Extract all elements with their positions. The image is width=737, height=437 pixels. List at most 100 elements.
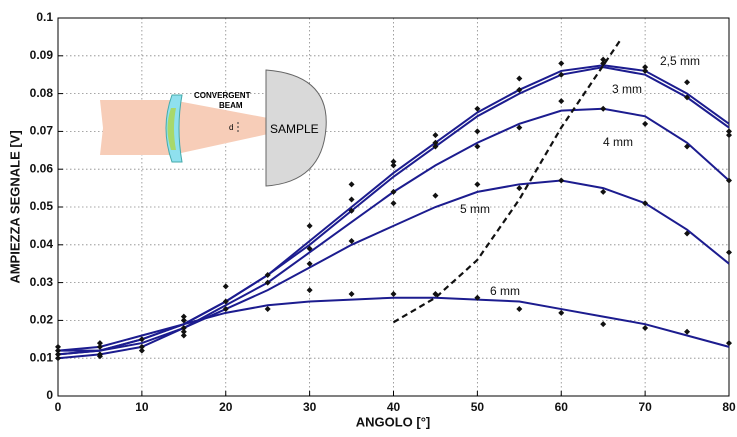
y-tick-label: 0.06 (30, 161, 54, 175)
curve-label: 4 mm (603, 135, 633, 149)
x-tick-label: 60 (555, 400, 569, 414)
data-point (138, 347, 145, 354)
data-point (558, 98, 565, 105)
data-point (600, 56, 607, 63)
x-tick-label: 40 (387, 400, 401, 414)
data-point (558, 177, 565, 184)
data-point (684, 230, 691, 237)
data-point (474, 143, 481, 150)
data-point (306, 260, 313, 267)
x-tick-label: 80 (722, 400, 736, 414)
data-point (516, 306, 523, 313)
x-axis-label: ANGOLO [°] (356, 414, 431, 429)
data-point (264, 279, 271, 286)
x-tick-label: 70 (638, 400, 652, 414)
data-point (390, 158, 397, 165)
data-point (474, 294, 481, 301)
data-point (180, 317, 187, 324)
y-tick-label: 0.08 (30, 86, 54, 100)
data-point (264, 272, 271, 279)
data-point (180, 324, 187, 331)
curve-label: 3 mm (612, 82, 642, 96)
data-point (180, 313, 187, 320)
beam-label: BEAM (219, 101, 243, 110)
data-point (432, 132, 439, 139)
data-point (642, 120, 649, 127)
beam (100, 100, 268, 155)
data-point (96, 343, 103, 350)
data-point (138, 343, 145, 350)
data-point (348, 207, 355, 214)
data-point (264, 306, 271, 313)
data-point (474, 105, 481, 112)
data-point (474, 181, 481, 188)
y-tick-label: 0 (46, 388, 53, 402)
x-tick-label: 50 (471, 400, 485, 414)
data-point (96, 340, 103, 347)
data-point (684, 94, 691, 101)
data-point (726, 177, 732, 184)
data-point (222, 306, 229, 313)
data-point (432, 143, 439, 150)
data-point (684, 143, 691, 150)
data-point (222, 298, 229, 305)
y-tick-label: 0.09 (30, 48, 54, 62)
data-point (55, 347, 61, 354)
data-point (516, 86, 523, 93)
data-point (348, 290, 355, 297)
data-point (516, 124, 523, 131)
data-point (516, 75, 523, 82)
data-point (306, 245, 313, 252)
data-point (642, 67, 649, 74)
data-point (516, 185, 523, 192)
sample (265, 69, 327, 187)
data-point (726, 249, 732, 256)
y-tick-label: 0.02 (30, 313, 54, 327)
y-tick-label: 0.1 (36, 10, 53, 24)
data-point (558, 60, 565, 67)
data-point (222, 283, 229, 290)
boundary-line (392, 40, 621, 324)
data-point (726, 128, 732, 135)
x-tick-label: 20 (219, 400, 233, 414)
data-point (558, 71, 565, 78)
data-point (474, 128, 481, 135)
plot-frame (57, 17, 730, 397)
data-point (684, 328, 691, 335)
data-point (55, 343, 61, 350)
x-tick-label: 30 (303, 400, 317, 414)
data-point (348, 181, 355, 188)
y-tick-label: 0.05 (30, 199, 54, 213)
data-point (684, 79, 691, 86)
data-point (390, 200, 397, 207)
data-point (96, 353, 103, 360)
data-point (390, 162, 397, 169)
y-tick-label: 0.04 (30, 237, 54, 251)
data-point (432, 139, 439, 146)
x-tick-label: 10 (135, 400, 149, 414)
data-point (180, 332, 187, 339)
curve-label: 5 mm (460, 202, 490, 216)
data-point (390, 290, 397, 297)
y-tick-label: 0.03 (30, 275, 54, 289)
data-point (180, 328, 187, 335)
data-point (138, 336, 145, 343)
y-axis-label: AMPIEZZA SEGNALE [V] (7, 130, 22, 283)
distance-label: d (229, 123, 233, 132)
data-point (348, 196, 355, 203)
data-point (432, 192, 439, 199)
inset-diagram: CONVERGENT BEAM SAMPLE d (100, 69, 327, 187)
data-point (726, 132, 732, 139)
data-point (726, 340, 732, 347)
data-point (642, 200, 649, 207)
data-point (348, 238, 355, 245)
sample-label: SAMPLE (270, 122, 319, 136)
data-point (642, 324, 649, 331)
data-point (306, 287, 313, 294)
y-tick-label: 0.07 (30, 124, 54, 138)
x-tick-label: 0 (55, 400, 62, 414)
data-point (390, 188, 397, 195)
data-point (600, 321, 607, 328)
y-tick-label: 0.01 (30, 350, 54, 364)
